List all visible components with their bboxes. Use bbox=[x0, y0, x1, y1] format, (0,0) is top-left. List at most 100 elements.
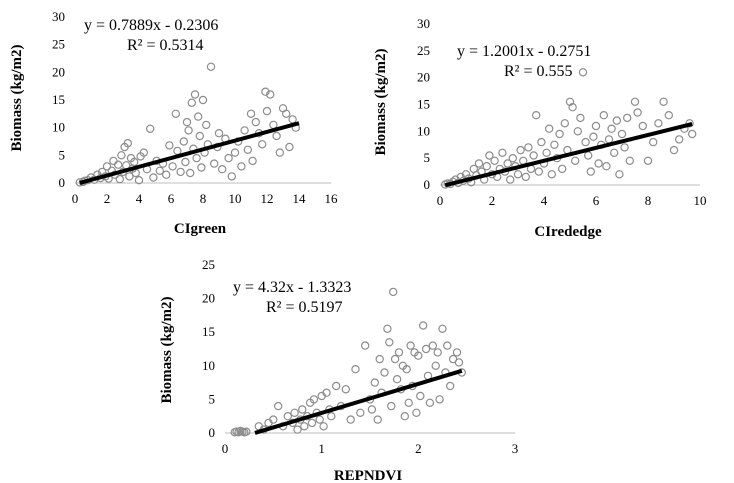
x-tick-label: 0 bbox=[437, 193, 444, 208]
scatter-point bbox=[173, 146, 182, 156]
scatter-point bbox=[224, 153, 233, 163]
scatter-point bbox=[474, 159, 484, 168]
scatter-point bbox=[599, 110, 609, 120]
scatter-point bbox=[431, 361, 440, 370]
scatter-point bbox=[586, 167, 596, 176]
scatter-point bbox=[389, 287, 398, 297]
scatter-point bbox=[367, 405, 377, 414]
y-tick-label: 5 bbox=[209, 391, 216, 406]
scatter-point bbox=[625, 156, 635, 165]
x-tick-label: 4 bbox=[541, 193, 548, 208]
scatter-point bbox=[516, 145, 525, 155]
scatter-point bbox=[428, 341, 437, 350]
scatter-point bbox=[115, 174, 125, 184]
scatter-point bbox=[181, 157, 190, 167]
scatter-point bbox=[117, 151, 126, 160]
y-tick-label: 5 bbox=[59, 147, 66, 162]
y-tick-label: 0 bbox=[424, 177, 431, 192]
trendline bbox=[79, 121, 300, 185]
scatter-point bbox=[461, 170, 471, 179]
scatter-point bbox=[209, 159, 219, 168]
scatter-point bbox=[573, 127, 583, 136]
y-tick-label: 30 bbox=[52, 9, 65, 24]
scatter-points bbox=[441, 68, 697, 189]
scatter-point bbox=[558, 164, 567, 174]
scatter-point bbox=[584, 151, 593, 160]
y-tick-label: 0 bbox=[209, 425, 216, 440]
x-tick-labels: 0 2 4 6 8 10 bbox=[437, 193, 707, 208]
y-tick-labels: 0 5 10 15 20 25 bbox=[202, 257, 215, 440]
scatter-point bbox=[521, 172, 531, 182]
scatter-point bbox=[550, 140, 559, 149]
scatter-point bbox=[578, 68, 588, 77]
scatter-point bbox=[404, 398, 413, 407]
scatter-point bbox=[134, 175, 144, 185]
x-axis-title: REPNDVI bbox=[334, 468, 402, 483]
x-tick-label: 2 bbox=[415, 441, 422, 456]
scatter-point bbox=[612, 116, 622, 125]
scatter-point bbox=[454, 358, 464, 367]
scatter-point bbox=[537, 137, 546, 147]
scatter-point bbox=[300, 422, 309, 431]
scatter-point bbox=[425, 398, 435, 407]
y-tick-label: 5 bbox=[424, 150, 431, 165]
scatter-point bbox=[168, 162, 177, 171]
scatter-point bbox=[246, 109, 256, 119]
scatter-point bbox=[123, 138, 133, 148]
r-squared-label: R² = 0.5197 bbox=[266, 299, 343, 316]
y-tick-label: 10 bbox=[417, 123, 430, 138]
scatter-point bbox=[361, 341, 370, 350]
scatter-point bbox=[643, 156, 653, 165]
scatter-point bbox=[482, 161, 491, 171]
scatter-point bbox=[387, 401, 396, 411]
scatter-point bbox=[346, 415, 355, 424]
scatter-point bbox=[435, 395, 444, 404]
chart-cirededge: 0 5 10 15 20 25 30 0 2 4 6 8 10 y = 1.2001x - 0.275… bbox=[373, 16, 707, 240]
scatter-point bbox=[604, 135, 614, 144]
x-axis-title: CIrededge bbox=[534, 224, 602, 240]
scatter-point bbox=[288, 115, 297, 124]
scatter-point bbox=[113, 160, 123, 169]
scatter-point bbox=[201, 120, 211, 130]
scatter-point bbox=[438, 324, 447, 333]
scatter-point bbox=[542, 148, 551, 157]
scatter-point bbox=[195, 131, 204, 141]
y-tick-labels: 0 5 10 15 20 25 30 bbox=[417, 16, 430, 192]
x-tick-label: 14 bbox=[293, 191, 307, 206]
scatter-point bbox=[182, 117, 192, 127]
scatter-point bbox=[375, 354, 384, 364]
scatter-point bbox=[155, 166, 164, 175]
scatter-point bbox=[390, 354, 400, 364]
scatter-point bbox=[416, 391, 425, 401]
x-tick-label: 10 bbox=[694, 193, 707, 208]
scatter-point bbox=[529, 151, 538, 160]
scatter-point bbox=[623, 113, 632, 123]
scatter-point bbox=[400, 412, 409, 421]
x-tick-labels: 0 1 2 3 bbox=[222, 441, 519, 456]
scatter-point bbox=[139, 148, 148, 157]
x-tick-labels: 0 2 4 6 8 10 12 14 16 bbox=[72, 191, 338, 206]
scatter-point bbox=[503, 159, 512, 168]
scatter-point bbox=[298, 405, 307, 414]
equation-label: y = 4.32x - 1.3323 bbox=[233, 279, 351, 296]
scatter-point bbox=[669, 145, 679, 155]
y-axis-title: Biomass (kg/m2) bbox=[373, 48, 389, 155]
scatter-point bbox=[534, 167, 544, 176]
scatter-point bbox=[266, 90, 275, 99]
scatter-point bbox=[547, 170, 557, 179]
scatter-point bbox=[102, 162, 112, 171]
scatter-point bbox=[285, 142, 294, 152]
scatter-point bbox=[638, 121, 648, 131]
scatter-point bbox=[581, 137, 590, 147]
scatter-point bbox=[293, 425, 302, 434]
scatter-point bbox=[485, 151, 494, 160]
scatter-point bbox=[315, 415, 324, 424]
scatter-point bbox=[607, 124, 616, 133]
y-tick-label: 15 bbox=[202, 324, 215, 339]
scatter-point bbox=[675, 135, 684, 144]
scatter-point bbox=[234, 428, 243, 437]
scatter-point bbox=[490, 156, 499, 165]
scatter-point bbox=[179, 137, 188, 146]
x-tick-label: 3 bbox=[512, 441, 519, 456]
